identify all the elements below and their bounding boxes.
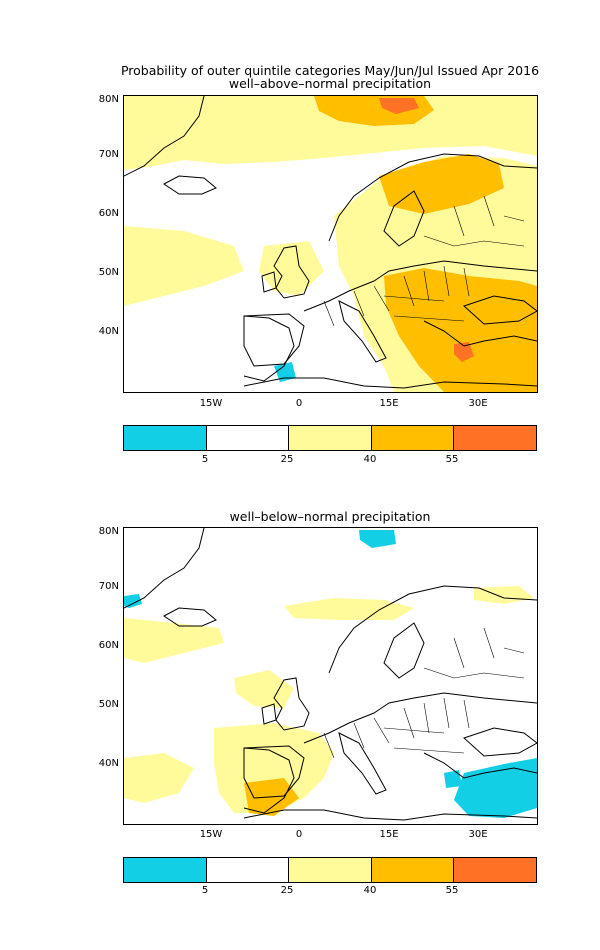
colorbar-2-label-55: 55 [445, 885, 459, 896]
colorbar-2-label-40: 40 [363, 885, 377, 896]
shade-cyan-balkans [444, 770, 462, 788]
coast-ireland [261, 703, 277, 725]
colorbar-2-cyan [124, 858, 207, 882]
colorbar-2-label-25: 25 [280, 885, 294, 896]
map-1-lon-label-0: 0 [295, 398, 303, 409]
colorbar-2-orange [371, 858, 455, 882]
shade-yellow-central-patch [259, 241, 324, 296]
map-2-lat-label-60n: 60N [98, 640, 119, 651]
map-2-subtitle: well–below–normal precipitation [229, 509, 431, 524]
colorbar-1-label-55: 55 [445, 454, 459, 465]
colorbar-2-light-yellow [289, 858, 372, 882]
map-1-lon-label-30e: 30E [468, 398, 488, 409]
map-2-shading [124, 530, 537, 818]
map-2-coastlines [124, 528, 537, 821]
map-1-plot [124, 96, 537, 392]
colorbar-2-dark-orange [454, 858, 536, 882]
coast-greenland [124, 528, 205, 609]
coast-italy [338, 300, 387, 363]
coast-scandinavia [328, 585, 537, 679]
coast-north-africa [243, 809, 537, 821]
map-1-lat-label-50n: 50N [98, 267, 119, 278]
map-1-lon-label-15w: 15W [199, 398, 223, 409]
map-2-lon-label-0: 0 [295, 829, 303, 840]
shade-yellow-west-patch [124, 226, 244, 306]
coast-greenland [124, 96, 205, 177]
colorbar-1-label-40: 40 [363, 454, 377, 465]
coast-iceland [163, 175, 217, 195]
borders-set [323, 195, 525, 327]
coast-iceland [163, 607, 217, 627]
coast-uk [273, 677, 310, 731]
colorbar-1-light-yellow [289, 426, 372, 450]
coast-ireland [261, 271, 277, 293]
colorbar-2-white [206, 858, 290, 882]
coast-north-africa [243, 377, 537, 389]
coast-greece-turkey [423, 320, 537, 347]
coast-scandinavia [328, 153, 537, 247]
map-1-lat-label-60n: 60N [98, 208, 119, 219]
map-2-borders [323, 627, 525, 759]
map-1-frame [123, 95, 538, 393]
borders-set [323, 627, 525, 759]
shade-darkorange-greece [454, 342, 474, 362]
map-2-lon-label-15w: 15W [199, 829, 223, 840]
map-2-lat-label-50n: 50N [98, 699, 119, 710]
figure-title: Probability of outer quintile categories… [120, 63, 540, 78]
colorbar-2 [123, 857, 537, 883]
shade-darkorange-top [379, 98, 419, 114]
map-1-lat-label-40n: 40N [98, 326, 119, 337]
map-2-lon-label-30e: 30E [468, 829, 488, 840]
coast-black-sea [463, 727, 537, 757]
map-1-borders [323, 195, 525, 327]
map-1-coastlines [124, 96, 537, 389]
colorbar-1-label-25: 25 [280, 454, 294, 465]
map-2-lon-label-15e: 15E [379, 829, 399, 840]
coast-uk [273, 245, 310, 299]
colorbar-1-orange [371, 426, 455, 450]
map-2-plot [124, 528, 537, 821]
shade-orange-scandinavia [379, 154, 504, 214]
coast-continent [243, 692, 537, 814]
shade-yellow-northeast-patch [474, 586, 534, 604]
coast-iberia [243, 313, 305, 367]
map-1-lon-label-15e: 15E [379, 398, 399, 409]
coast-iberia [243, 745, 305, 799]
shade-yellow-southwest-patch [124, 753, 194, 803]
map-1-lat-label-70n: 70N [98, 149, 119, 160]
map-2-lat-label-40n: 40N [98, 758, 119, 769]
colorbar-1 [123, 425, 537, 451]
shade-cyan-top [359, 530, 396, 548]
map-2-frame [123, 527, 538, 825]
shade-yellow-west [124, 618, 224, 663]
colorbar-1-cyan [124, 426, 207, 450]
shade-yellow-iberia [214, 723, 334, 813]
shade-cyan-morocco [274, 362, 296, 382]
map-1-subtitle: well–above–normal precipitation [228, 76, 432, 91]
coast-italy [338, 732, 387, 795]
shade-cyan-turkey [454, 758, 537, 818]
shade-yellow-north [124, 96, 537, 170]
map-1-shading [124, 96, 537, 392]
colorbar-1-white [206, 426, 290, 450]
map-2-lat-label-80n: 80N [98, 526, 119, 537]
colorbar-1-label-5: 5 [201, 454, 209, 465]
map-1-lat-label-80n: 80N [98, 94, 119, 105]
map-2-lat-label-70n: 70N [98, 581, 119, 592]
colorbar-2-label-5: 5 [201, 885, 209, 896]
coast-greece-turkey [423, 752, 537, 779]
coast-continent [243, 260, 537, 382]
coast-black-sea [463, 295, 537, 325]
shade-yellow-north-patch [284, 598, 414, 620]
colorbar-1-dark-orange [454, 426, 536, 450]
shade-yellow-uk-patch [234, 670, 294, 708]
shade-cyan-greenland [124, 594, 142, 608]
